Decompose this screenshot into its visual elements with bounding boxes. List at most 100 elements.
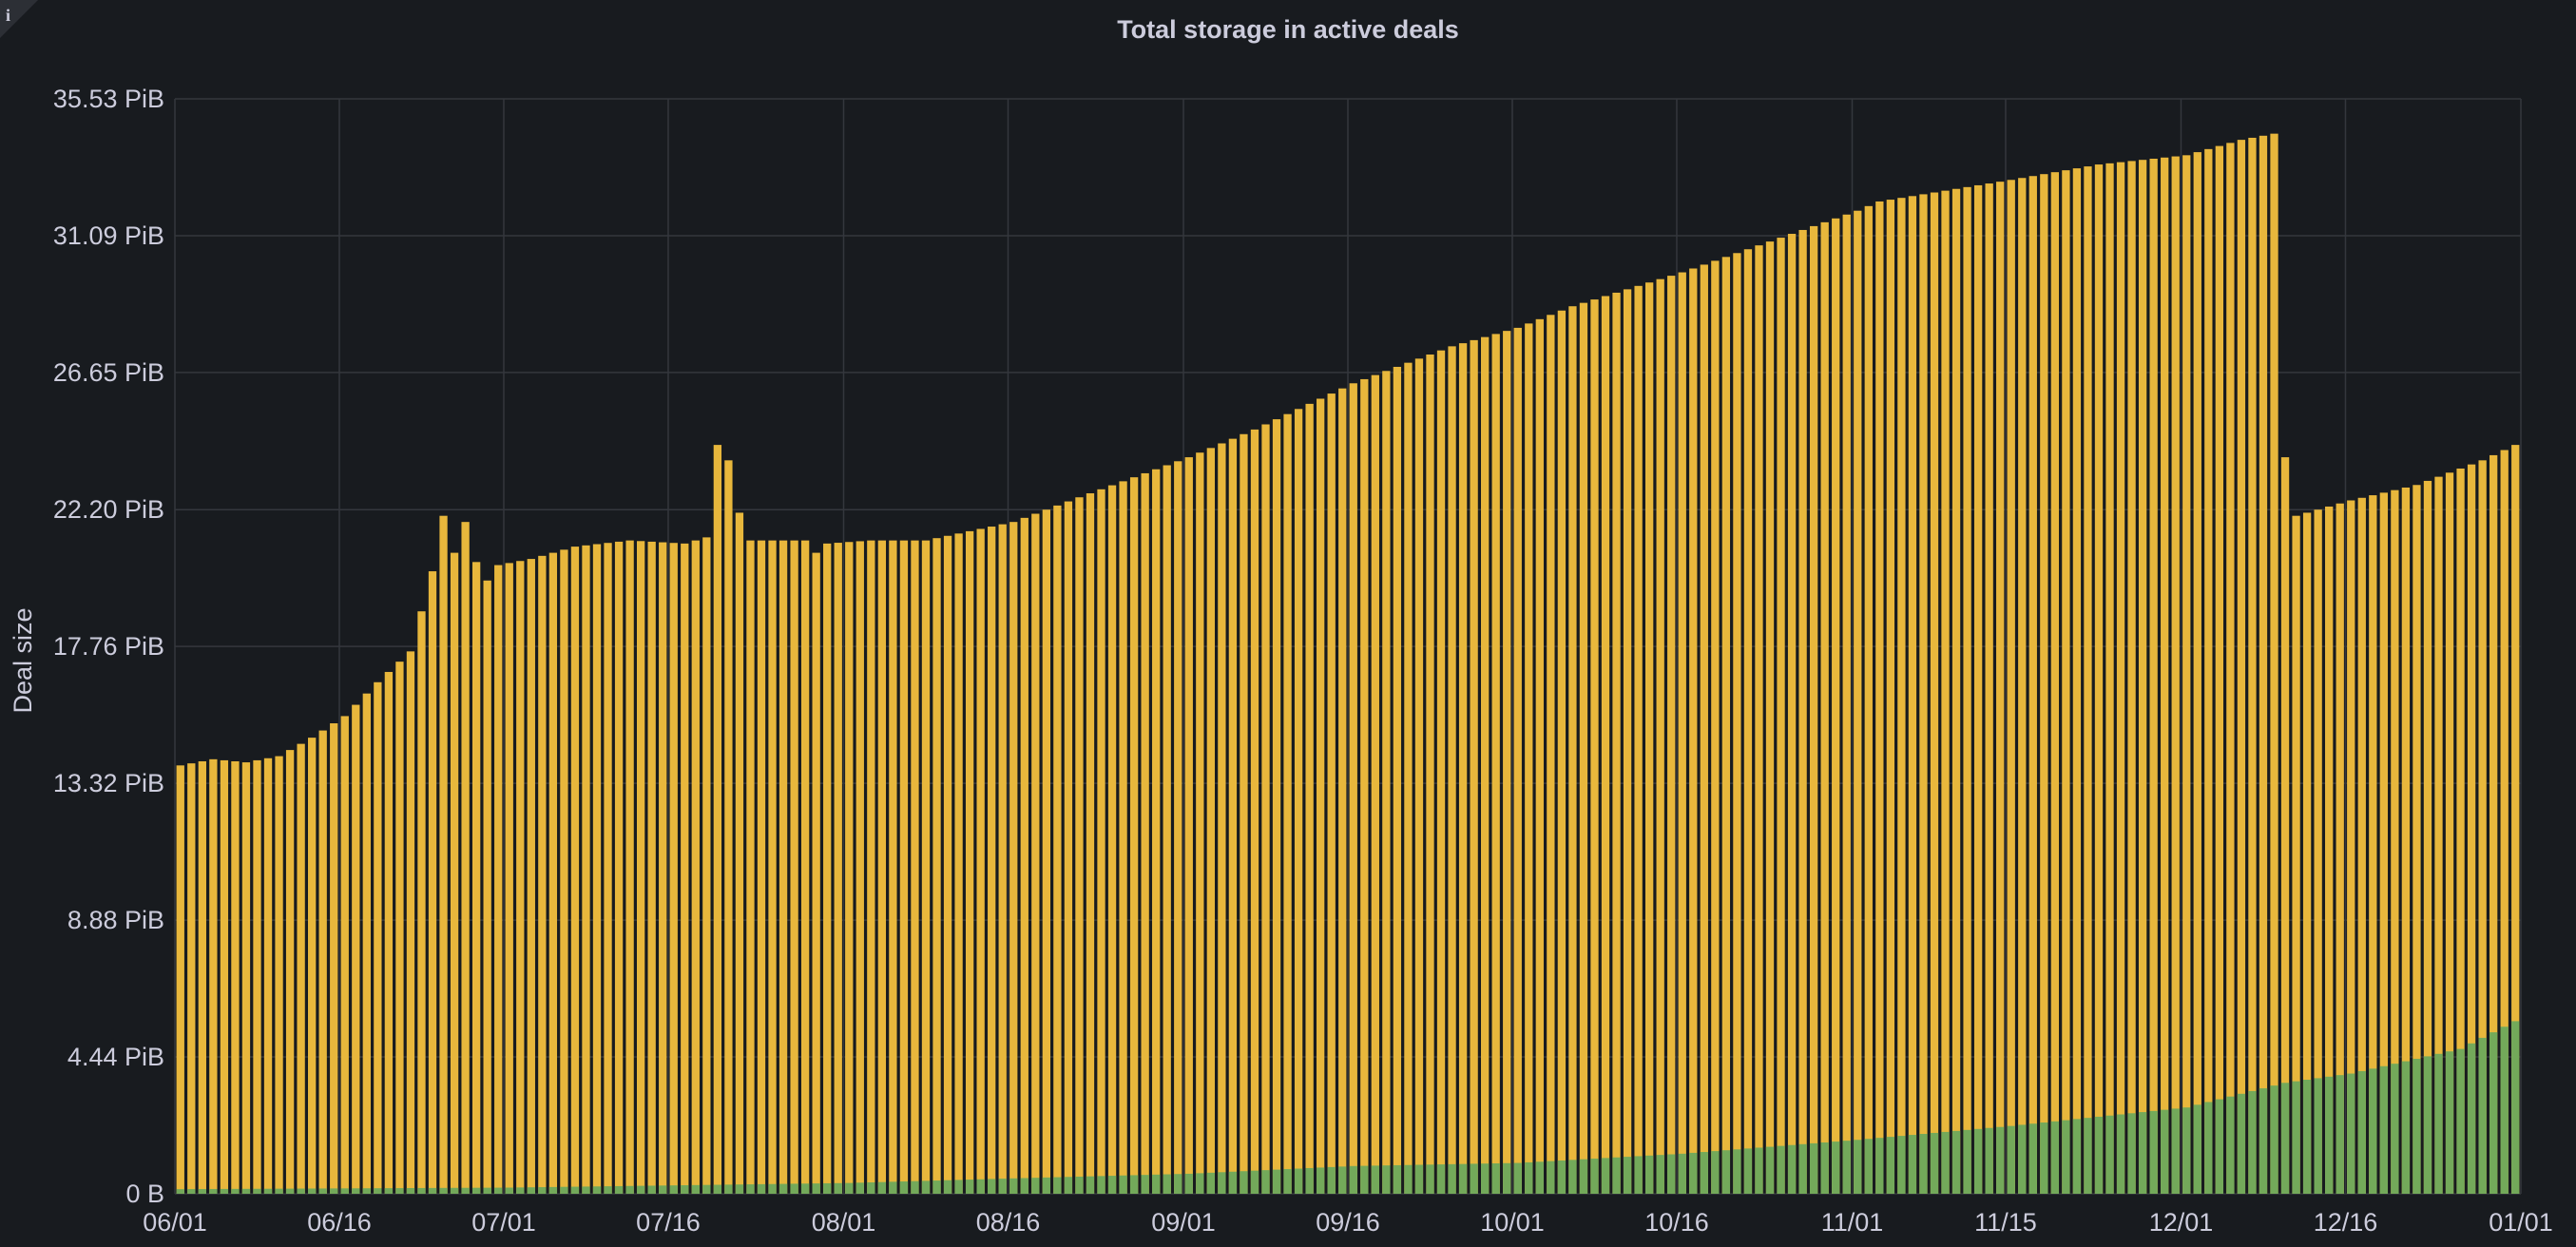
bar-total — [1700, 264, 1708, 1194]
bar-lower — [1777, 1145, 1785, 1194]
bar-lower — [1525, 1161, 1533, 1194]
bar-total — [2072, 168, 2082, 1195]
bar-lower — [374, 1188, 382, 1194]
bar-lower — [1009, 1178, 1018, 1194]
bar-total — [1886, 200, 1895, 1194]
bar-total — [1787, 234, 1797, 1195]
grid-lines — [174, 98, 2522, 1195]
bar-total — [516, 561, 525, 1194]
bar-total — [1031, 513, 1040, 1194]
bar-lower — [2456, 1048, 2465, 1194]
bar-lower — [713, 1184, 722, 1194]
bar-lower — [614, 1185, 624, 1194]
bar-total — [1163, 465, 1171, 1195]
bar-lower — [604, 1186, 612, 1194]
bar-lower — [1174, 1174, 1182, 1194]
bar-lower — [417, 1187, 426, 1194]
bar-total — [570, 547, 580, 1194]
bar-lower — [647, 1185, 656, 1194]
bar-total — [1875, 201, 1884, 1194]
bar-total — [1272, 419, 1281, 1194]
bar-lower — [2226, 1096, 2235, 1194]
bar-total — [417, 611, 426, 1194]
bar-lower — [2127, 1113, 2136, 1194]
bar-lower — [2215, 1099, 2224, 1194]
bar-total — [604, 543, 612, 1194]
bar-lower — [1535, 1161, 1544, 1194]
bar-lower — [2237, 1093, 2246, 1194]
bar-total — [2007, 180, 2015, 1194]
bar-total — [1798, 229, 1807, 1194]
bar-lower — [1470, 1163, 1478, 1194]
bar-lower — [1579, 1159, 1588, 1194]
panel-info-icon[interactable]: i — [0, 0, 38, 38]
bar-total — [1481, 336, 1490, 1194]
bar-lower — [2292, 1081, 2300, 1194]
bar-total — [285, 750, 295, 1194]
bar-lower — [768, 1183, 777, 1194]
bar-lower — [1908, 1135, 1917, 1194]
bar-lower — [1349, 1165, 1357, 1194]
bar-total — [2511, 445, 2520, 1194]
bar-total — [176, 765, 184, 1194]
y-tick-label: 31.09 PiB — [53, 221, 164, 250]
bar-lower — [2500, 1026, 2509, 1194]
bar-lower — [669, 1185, 678, 1194]
bar-total — [1513, 327, 1522, 1194]
bar-lower — [1305, 1167, 1314, 1194]
bar-lower — [330, 1188, 338, 1194]
bar-lower — [516, 1187, 525, 1194]
bar-total — [1842, 214, 1851, 1194]
bar-total — [2248, 137, 2257, 1195]
bar-lower — [241, 1188, 251, 1194]
bar-total — [2347, 500, 2355, 1194]
bar-total — [1218, 443, 1226, 1194]
bar-lower — [2325, 1076, 2334, 1194]
bar-lower — [965, 1180, 974, 1194]
bar-lower — [1317, 1167, 1325, 1194]
bar-total — [1951, 188, 1961, 1194]
bar-total — [2161, 157, 2169, 1195]
x-tick-label: 08/01 — [812, 1208, 876, 1237]
bar-lower — [1491, 1163, 1500, 1194]
bar-lower — [1064, 1177, 1073, 1194]
bar-total — [2413, 485, 2421, 1194]
bar-total — [538, 555, 547, 1194]
bar-total — [1721, 257, 1731, 1194]
bar-total — [1458, 343, 1468, 1194]
bar-lower — [1798, 1143, 1807, 1194]
bar-total — [2226, 143, 2235, 1194]
bar-total — [1963, 186, 1971, 1194]
bar-total — [625, 540, 634, 1194]
bar-lower — [1283, 1169, 1292, 1194]
bar-lower — [1053, 1177, 1062, 1194]
bar-lower — [1886, 1137, 1895, 1194]
bar-lower — [1864, 1139, 1873, 1194]
bar-total — [1327, 393, 1336, 1195]
bar-lower — [1973, 1128, 1983, 1194]
bar-lower — [527, 1187, 535, 1194]
bar-lower — [1481, 1163, 1490, 1194]
bar-total — [1733, 253, 1741, 1194]
bar-total — [1777, 238, 1785, 1194]
bar-total — [582, 545, 590, 1194]
bar-lower — [461, 1187, 470, 1194]
bar-total — [1086, 493, 1095, 1194]
bar-lower — [1458, 1163, 1468, 1194]
bar-total — [1644, 282, 1654, 1194]
bar-total — [362, 693, 371, 1194]
bar-total — [2204, 148, 2213, 1195]
bar-lower — [1020, 1178, 1028, 1194]
y-tick-label: 17.76 PiB — [53, 632, 164, 661]
bar-lower — [285, 1188, 295, 1194]
x-tick-label: 07/16 — [636, 1208, 701, 1237]
bar-lower — [1996, 1126, 2005, 1194]
bar-total — [1240, 433, 1248, 1194]
bar-total — [2116, 162, 2125, 1194]
bar-total — [1678, 272, 1686, 1194]
bar-total — [2423, 480, 2432, 1194]
bar-total — [471, 562, 481, 1194]
bar-total — [1261, 424, 1270, 1194]
bar-lower — [2467, 1043, 2476, 1194]
bar-lower — [340, 1188, 349, 1194]
